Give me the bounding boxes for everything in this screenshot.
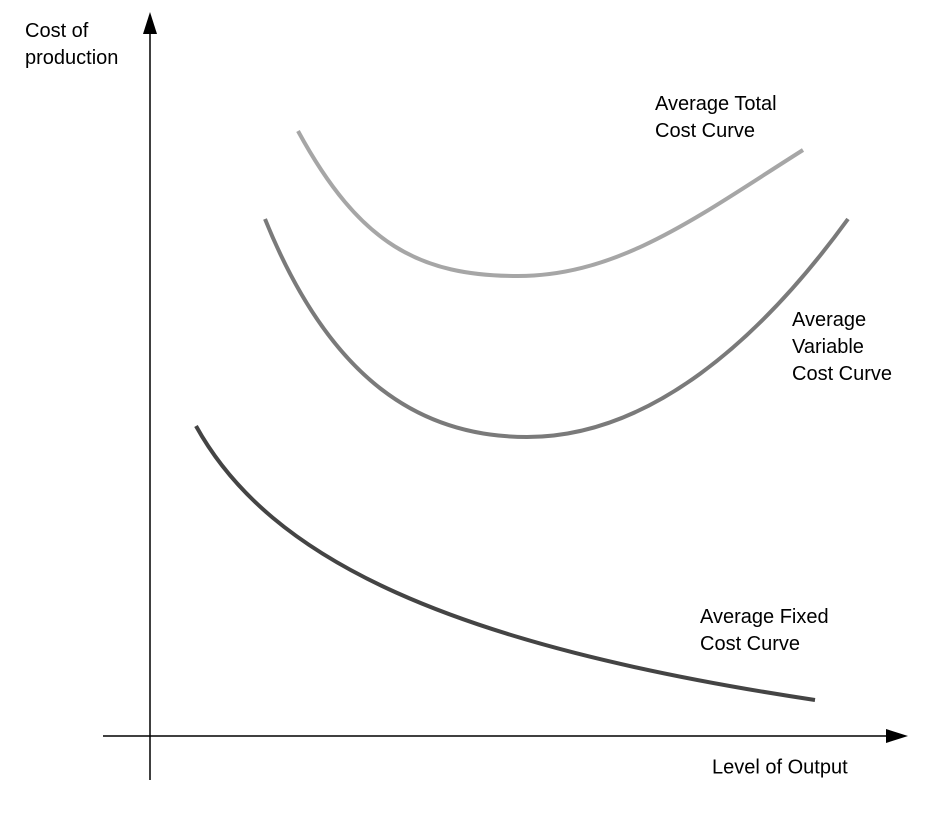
atc-curve bbox=[296, 130, 805, 279]
label-line: Variable bbox=[792, 336, 864, 358]
label-line: Cost of bbox=[25, 20, 89, 42]
y-axis-arrow bbox=[143, 12, 157, 34]
y-axis-label: Cost of production bbox=[25, 20, 118, 69]
atc-label: Average Total Cost Curve bbox=[655, 93, 782, 142]
label-line: Average bbox=[792, 309, 866, 331]
label-line: Average Fixed bbox=[700, 606, 829, 628]
afc-curve bbox=[194, 425, 816, 702]
avc-curve bbox=[263, 217, 850, 440]
label-line: Cost Curve bbox=[700, 633, 800, 655]
label-line: Cost Curve bbox=[655, 120, 755, 142]
label-line: Average Total bbox=[655, 93, 777, 115]
x-axis-arrow bbox=[886, 729, 908, 743]
avc-label: Average Variable Cost Curve bbox=[792, 309, 892, 385]
x-axis-label: Level of Output bbox=[712, 756, 848, 778]
afc-label: Average Fixed Cost Curve bbox=[700, 606, 834, 655]
label-line: Cost Curve bbox=[792, 363, 892, 385]
label-line: production bbox=[25, 47, 118, 69]
